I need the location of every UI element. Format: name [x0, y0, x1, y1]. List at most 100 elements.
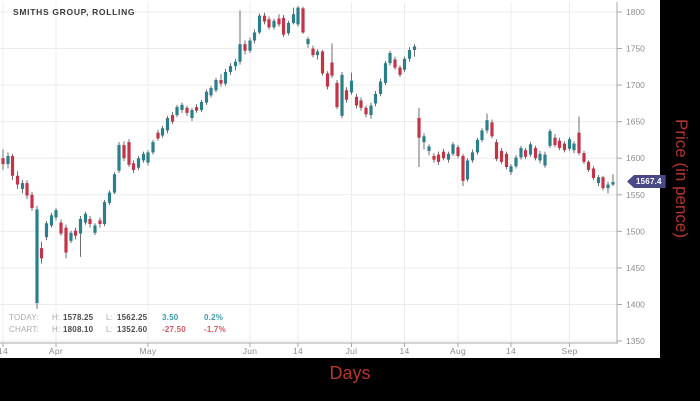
candle-body	[480, 130, 484, 140]
candle-body	[64, 227, 68, 253]
candle	[591, 166, 596, 181]
candle	[417, 107, 421, 167]
candle	[296, 6, 300, 27]
candle-body	[354, 96, 359, 106]
candle-body	[291, 14, 296, 23]
candle	[10, 153, 15, 181]
candle	[64, 224, 68, 259]
candle	[398, 65, 402, 78]
candle	[412, 44, 417, 57]
candle	[25, 180, 29, 200]
today-change-value: 3.50	[162, 313, 179, 322]
candle	[490, 119, 494, 139]
candle-body	[606, 184, 610, 189]
candle-body	[54, 210, 58, 218]
candle-body	[281, 17, 286, 35]
candle	[252, 29, 257, 44]
candle	[54, 207, 58, 221]
candle	[190, 107, 194, 121]
candle-body	[475, 139, 480, 153]
candle	[141, 151, 146, 163]
candle	[122, 141, 126, 162]
stats-summary: TODAY: H: 1578.25 L: 1562.25 3.50 0.2% CHART: H…	[9, 312, 244, 336]
chart-change-pct: -1.7%	[204, 325, 226, 334]
candle-body	[311, 48, 315, 56]
high-label: H:	[52, 313, 61, 322]
candle	[509, 164, 513, 176]
candle-body	[432, 156, 436, 160]
candle-body	[243, 44, 247, 51]
candle	[432, 153, 436, 163]
last-price-value: 1567.4	[636, 177, 662, 187]
candle	[20, 180, 25, 194]
candle	[553, 134, 557, 148]
candle	[311, 45, 315, 58]
stats-row-today: TODAY: H: 1578.25 L: 1562.25 3.50 0.2%	[9, 312, 244, 324]
x-tick-label: Sep	[561, 346, 577, 356]
candle	[359, 97, 363, 111]
candle	[238, 10, 242, 65]
candle	[461, 153, 465, 187]
candle	[427, 144, 431, 156]
candle	[383, 60, 388, 86]
candle-body	[160, 128, 165, 136]
candle-body	[190, 109, 194, 119]
candle-body	[127, 142, 131, 165]
candle	[596, 175, 601, 187]
candle	[272, 18, 276, 30]
today-change-pct: 0.2%	[204, 313, 224, 322]
candle	[160, 126, 165, 138]
candle	[73, 227, 78, 240]
y-tick-label: 1450	[626, 263, 645, 273]
candle	[306, 36, 310, 48]
candle-body	[1, 158, 5, 165]
candle	[219, 74, 223, 87]
candle-body	[175, 107, 179, 116]
candle	[209, 85, 213, 98]
candle-body	[315, 51, 320, 56]
candle	[194, 104, 199, 113]
candle	[519, 145, 523, 160]
candle	[523, 147, 528, 159]
candle-body	[557, 140, 562, 148]
high-label: H:	[52, 325, 61, 334]
candle	[185, 105, 189, 116]
candle	[441, 148, 446, 161]
candle-body	[78, 218, 83, 234]
candle-body	[611, 182, 615, 185]
candle-body	[141, 153, 146, 161]
y-tick-label: 1400	[626, 299, 645, 309]
x-tick-label: Jun	[243, 346, 258, 356]
candle	[320, 50, 325, 76]
candle	[49, 213, 54, 228]
x-tick-label: 14	[399, 346, 409, 356]
candle-body	[344, 90, 349, 100]
candle-body	[398, 67, 402, 75]
candle	[281, 14, 286, 37]
candle	[557, 137, 562, 151]
candle	[402, 56, 407, 72]
chart-panel: 1350 1400 1450 1500 1550 1600 1650 1700 1750 1800…	[0, 0, 666, 358]
candle	[485, 113, 489, 134]
candle	[567, 137, 572, 151]
today-low-value: 1562.25	[117, 313, 148, 322]
candle-body	[349, 80, 354, 93]
candle	[69, 230, 73, 244]
candle-body	[340, 74, 344, 116]
candle-body	[286, 22, 291, 34]
chart-label: CHART:	[9, 325, 39, 334]
price-chart-canvas[interactable]: 1350 1400 1450 1500 1550 1600 1650 1700 1750 1800…	[0, 0, 660, 358]
candle	[562, 141, 567, 153]
today-label: TODAY:	[9, 313, 39, 322]
candle-body	[15, 175, 20, 185]
candle	[93, 223, 97, 235]
candle-body	[553, 137, 557, 146]
candle-body	[252, 32, 257, 41]
candle-body	[591, 168, 596, 178]
candle	[112, 172, 117, 195]
candle-body	[296, 7, 300, 25]
candle-body	[10, 156, 15, 176]
candle-body	[461, 156, 465, 181]
candle-body	[514, 157, 518, 167]
candle	[436, 151, 441, 165]
